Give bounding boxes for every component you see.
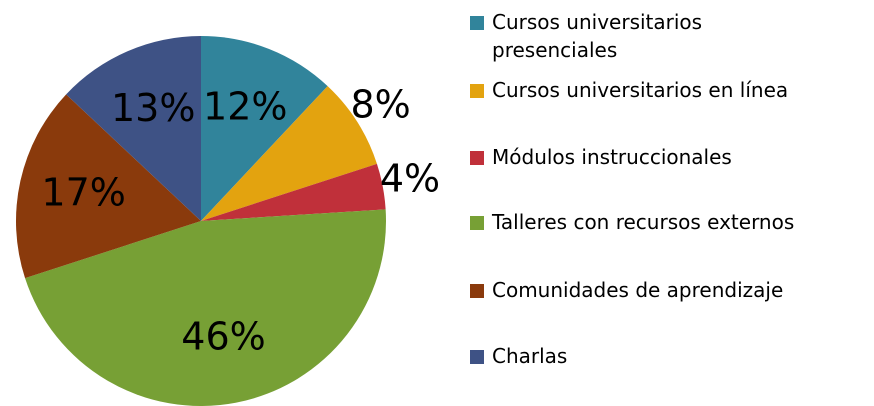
legend-swatch <box>470 16 484 30</box>
data-label: 46% <box>181 315 265 359</box>
legend-swatch <box>470 84 484 98</box>
legend-swatch <box>470 284 484 298</box>
legend-swatch <box>470 350 484 364</box>
legend-label: Cursos universitarios presenciales <box>492 10 703 62</box>
legend-label: Charlas <box>492 344 568 368</box>
data-label: 12% <box>203 85 287 129</box>
legend-label: Comunidades de aprendizaje <box>492 278 784 302</box>
pie-slice <box>25 209 386 406</box>
legend-label: Módulos instruccionales <box>492 145 732 169</box>
legend-item: Cursos universitarios en línea <box>470 76 865 104</box>
data-label: 17% <box>41 170 125 214</box>
pie-slice <box>201 163 386 221</box>
legend-item: Comunidades de aprendizaje <box>470 276 865 304</box>
legend-label: Talleres con recursos externos <box>492 210 795 234</box>
legend-swatch <box>470 151 484 165</box>
legend-item: Módulos instruccionales <box>470 143 865 171</box>
pie-slice <box>201 36 328 221</box>
legend-item: Cursos universitarios presenciales <box>470 8 865 64</box>
pie-slice <box>201 86 377 221</box>
data-label: 13% <box>111 86 195 130</box>
legend-item: Charlas <box>470 342 865 370</box>
legend-swatch <box>470 216 484 230</box>
pie-slice <box>66 36 201 221</box>
pie-slice <box>15 94 201 279</box>
data-label: 4% <box>380 157 440 201</box>
legend-label: Cursos universitarios en línea <box>492 78 789 102</box>
data-label: 8% <box>350 83 410 127</box>
legend-item: Talleres con recursos externos <box>470 208 865 236</box>
